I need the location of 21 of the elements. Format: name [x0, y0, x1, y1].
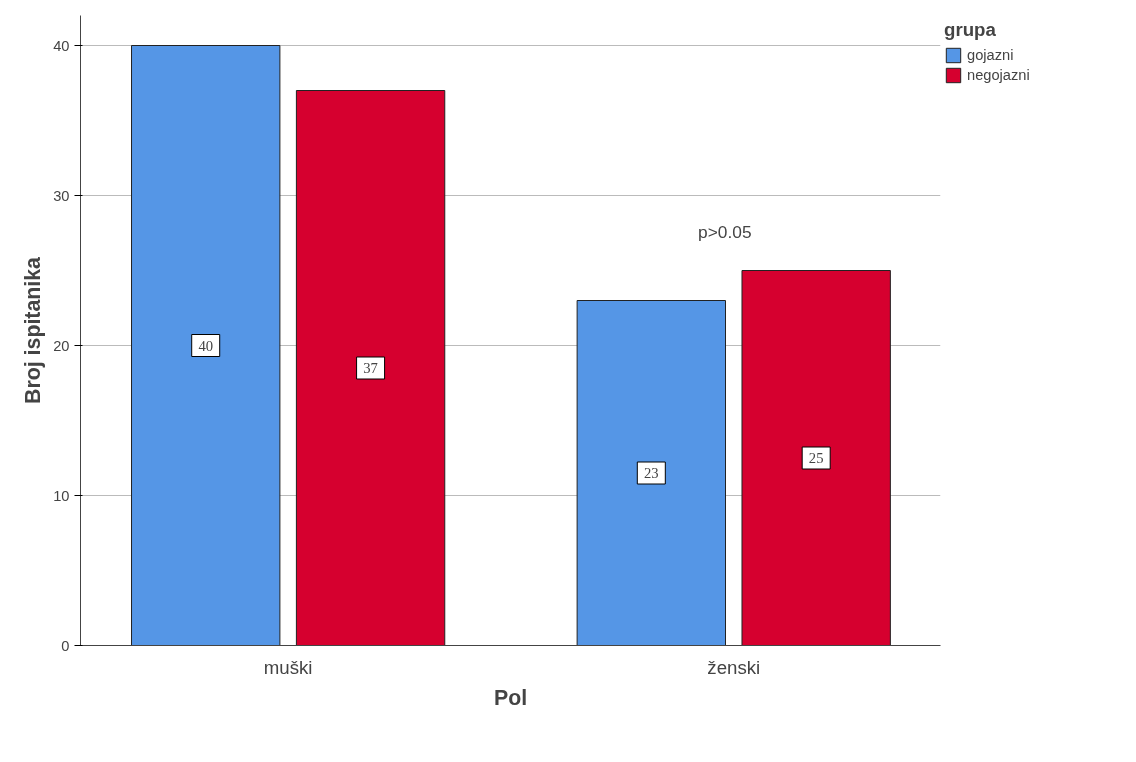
bar [741, 270, 891, 646]
x-axis-title: Pol [493, 685, 528, 710]
annotation: p>0.05 [698, 222, 752, 243]
y-tick-label: 40 [53, 37, 70, 54]
legend-label: negojazni [967, 67, 1030, 83]
data-label: 23 [643, 465, 659, 481]
legend-label: gojazni [967, 47, 1014, 63]
data-label: 40 [198, 337, 214, 354]
bar [576, 300, 726, 646]
x-tick-label: muški [263, 656, 313, 678]
y-tick-label: 0 [61, 637, 70, 654]
x-tick-label: ženski [707, 656, 761, 678]
data-label: 25 [808, 450, 824, 466]
y-axis-title: Broj ispitanika [21, 256, 46, 404]
bar [131, 45, 281, 646]
y-tick-label: 20 [53, 337, 70, 354]
bar [295, 90, 446, 646]
data-label: 37 [363, 360, 378, 376]
legend-title: grupa [944, 19, 997, 41]
y-tick-label: 30 [53, 187, 70, 204]
y-tick-label: 10 [53, 487, 70, 504]
